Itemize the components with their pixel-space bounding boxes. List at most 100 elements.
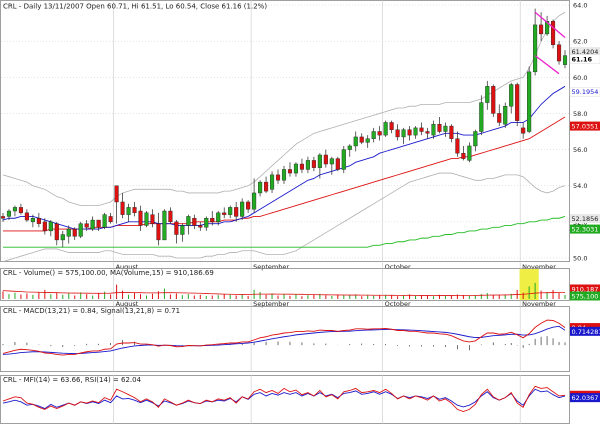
- price-axis-tick: 58.0: [573, 110, 587, 118]
- candle-body: [264, 181, 269, 192]
- candle-body: [521, 127, 526, 134]
- candle: [126, 203, 131, 222]
- candle-body: [545, 21, 550, 35]
- candle-body: [210, 218, 215, 223]
- candle-body: [180, 225, 185, 235]
- month-label: October: [385, 263, 411, 271]
- candle-body: [228, 207, 233, 215]
- candle: [36, 212, 41, 228]
- candle-body: [234, 207, 239, 217]
- value-tag-box: [570, 326, 600, 336]
- value-tag-box: [570, 393, 600, 403]
- candle-body: [485, 86, 490, 103]
- candle: [419, 122, 424, 136]
- candle-body: [479, 102, 484, 132]
- candle: [479, 95, 484, 136]
- value-tag-box: [570, 214, 600, 224]
- candle: [269, 171, 275, 193]
- candle: [162, 209, 167, 241]
- candle: [24, 209, 29, 222]
- volume-panel: August September October November 910,187575…: [0, 268, 600, 308]
- price-tag: 61.16: [569, 54, 600, 64]
- candle: [174, 220, 179, 244]
- candle-body: [413, 127, 418, 136]
- candle: [78, 221, 83, 239]
- oscillator-panel: 63.660962.0367: [0, 375, 600, 424]
- candle: [521, 122, 526, 139]
- candle: [562, 50, 568, 69]
- candle-body: [78, 223, 83, 237]
- candle: [371, 127, 376, 143]
- candle-body: [395, 129, 400, 138]
- candle: [198, 221, 203, 231]
- bollinger-lower-line: [2, 172, 566, 262]
- candle-body: [96, 219, 101, 228]
- candle: [509, 82, 514, 114]
- volume-tag: 910,187: [570, 284, 600, 294]
- candle: [347, 144, 352, 157]
- price-tag: 61.4204: [570, 47, 600, 57]
- candle-body: [144, 212, 149, 226]
- candle-body: [120, 201, 125, 215]
- candle: [503, 102, 508, 128]
- candle: [66, 225, 71, 244]
- value-tag-box: [570, 284, 600, 294]
- candle: [383, 120, 388, 137]
- price-panel: 64.062.060.058.056.054.052.050.0AugustSe…: [0, 0, 600, 271]
- candle-body: [497, 113, 502, 123]
- candle: [299, 158, 304, 174]
- candle-body: [401, 129, 406, 138]
- candle: [473, 129, 478, 152]
- candle-body: [269, 174, 275, 190]
- candle: [485, 80, 490, 110]
- candle-body: [311, 160, 316, 168]
- candle: [144, 211, 149, 228]
- price-axis-tick: 50.0: [573, 255, 587, 263]
- candle-body: [287, 169, 293, 174]
- candle-body: [252, 192, 257, 210]
- candle-body: [383, 122, 388, 136]
- candle: [54, 221, 59, 246]
- candle-body: [240, 201, 245, 217]
- candle-body: [305, 160, 310, 170]
- candle: [317, 153, 322, 179]
- candle-body: [114, 185, 119, 203]
- candle: [138, 205, 143, 231]
- value-tag-label: 59.1954: [572, 88, 599, 96]
- month-label: August: [116, 300, 139, 308]
- candle-body: [341, 149, 346, 170]
- candle-body: [347, 145, 352, 150]
- bollinger-upper-line: [2, 11, 566, 206]
- candle-body: [138, 210, 143, 226]
- candle: [425, 127, 430, 139]
- value-tag-box: [569, 86, 600, 97]
- candle-body: [198, 225, 203, 228]
- candle-body: [275, 174, 281, 181]
- candle: [497, 104, 502, 127]
- candle-body: [449, 125, 454, 139]
- oscillator-title: CRL - MFI(14) = 63.66, RSI(14) = 62.04: [3, 376, 142, 384]
- candle-body: [407, 129, 412, 136]
- candle: [84, 220, 89, 231]
- candle-body: [299, 163, 304, 170]
- value-tag-label: 910,187: [572, 286, 599, 294]
- candle: [365, 135, 370, 148]
- candle-body: [216, 212, 221, 223]
- candle-body: [6, 210, 12, 217]
- macd-title: CRL - MACD(13,21) = 0.84, Signal(13,21,8…: [3, 307, 180, 315]
- candle: [323, 149, 328, 168]
- value-tag-label: 52.3031: [572, 226, 599, 234]
- price-tag: 59.1954: [569, 86, 600, 97]
- candle: [401, 127, 406, 145]
- value-tag-label: 61.4204: [572, 48, 599, 56]
- candle-body: [108, 216, 113, 223]
- candle: [275, 169, 281, 184]
- candle: [515, 82, 520, 127]
- value-tag-label: 61.16: [572, 56, 593, 64]
- candle-body: [461, 152, 466, 159]
- price-axis-tick: 54.0: [573, 182, 587, 190]
- candle: [443, 122, 448, 137]
- candle: [461, 145, 466, 161]
- macd-panel: 0.840.714281: [0, 306, 600, 372]
